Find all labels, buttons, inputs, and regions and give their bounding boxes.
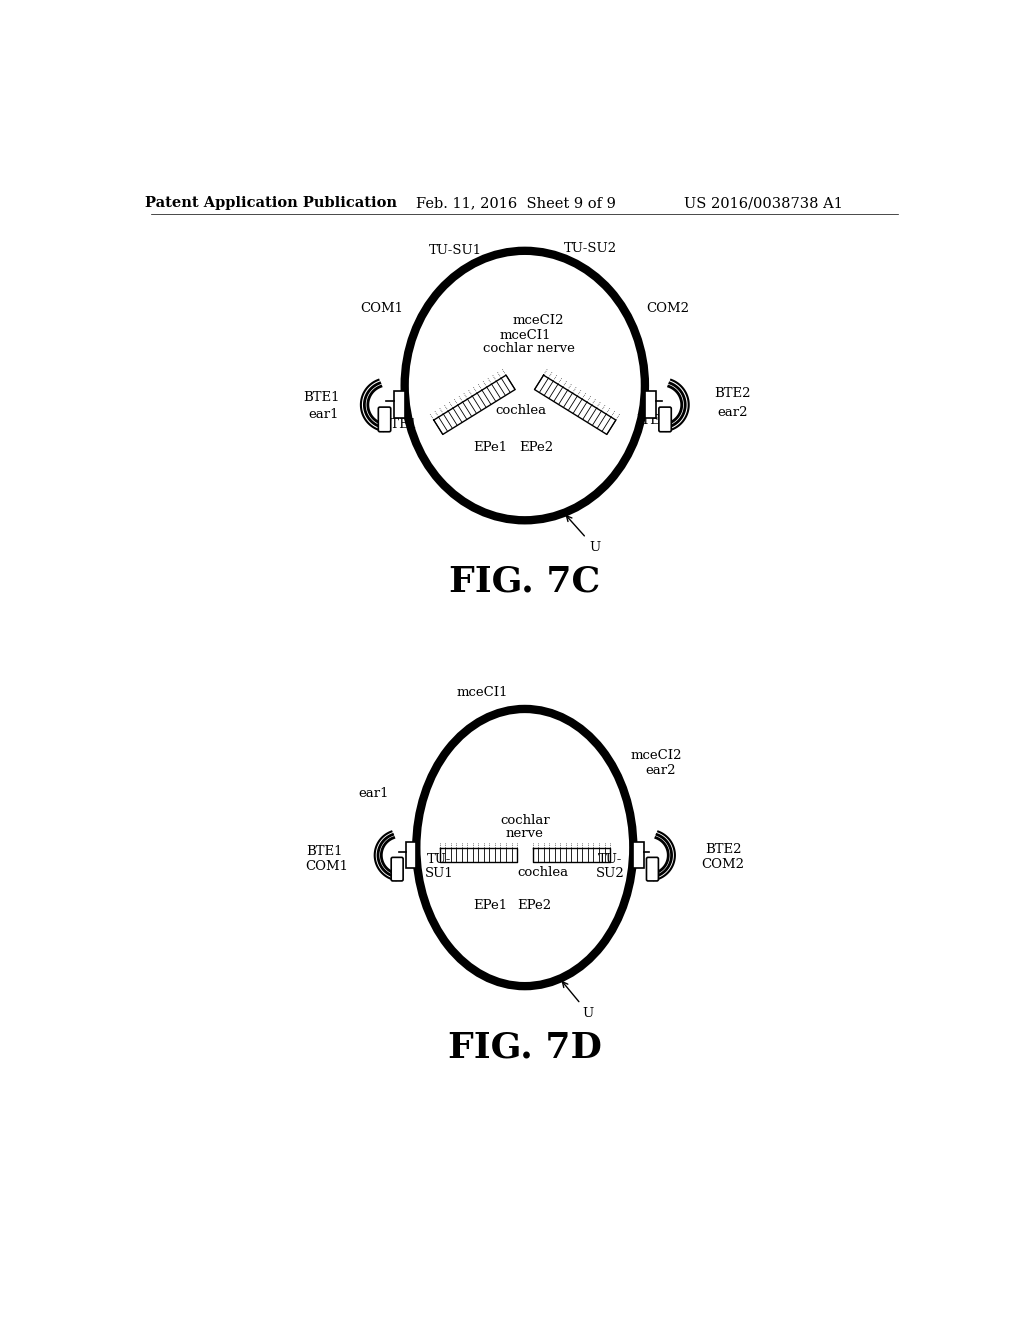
Text: U: U — [566, 516, 600, 554]
Text: cochlea: cochlea — [496, 404, 547, 417]
FancyBboxPatch shape — [633, 842, 644, 869]
Text: TU-SU1: TU-SU1 — [428, 244, 481, 257]
Text: EPe2: EPe2 — [519, 441, 554, 454]
Text: mceCI2: mceCI2 — [513, 314, 564, 326]
FancyBboxPatch shape — [646, 858, 658, 880]
Text: Feb. 11, 2016  Sheet 9 of 9: Feb. 11, 2016 Sheet 9 of 9 — [416, 197, 615, 210]
FancyBboxPatch shape — [394, 391, 404, 418]
Text: cochlea: cochlea — [517, 866, 568, 879]
Text: ear2: ear2 — [645, 764, 676, 777]
FancyBboxPatch shape — [645, 391, 655, 418]
Text: ear1: ear1 — [358, 787, 389, 800]
Text: mceCI1: mceCI1 — [499, 329, 551, 342]
Text: TU-SU2: TU-SU2 — [564, 242, 617, 255]
Text: TU-
SU1: TU- SU1 — [425, 853, 454, 880]
Text: FIG. 7D: FIG. 7D — [447, 1031, 602, 1065]
Text: nerve: nerve — [506, 828, 544, 841]
Text: cochlar: cochlar — [500, 814, 550, 828]
FancyBboxPatch shape — [391, 858, 403, 880]
Text: COM2: COM2 — [647, 302, 690, 315]
Text: Patent Application Publication: Patent Application Publication — [145, 197, 397, 210]
Text: ear2: ear2 — [717, 407, 748, 418]
Text: COM1: COM1 — [306, 861, 349, 874]
Text: EPe1: EPe1 — [473, 899, 507, 912]
Text: TU-
SU2: TU- SU2 — [596, 853, 625, 880]
FancyBboxPatch shape — [658, 407, 672, 432]
Text: BTE1: BTE1 — [303, 391, 340, 404]
FancyBboxPatch shape — [406, 842, 417, 869]
Text: mceCI2: mceCI2 — [631, 748, 682, 762]
FancyBboxPatch shape — [378, 407, 391, 432]
Text: EPe1: EPe1 — [473, 441, 507, 454]
Text: COM1: COM1 — [359, 302, 402, 315]
Text: BTE2: BTE2 — [715, 387, 751, 400]
Text: ITE1: ITE1 — [385, 417, 417, 430]
Text: BTE1: BTE1 — [306, 845, 343, 858]
Text: cochlar nerve: cochlar nerve — [482, 342, 574, 355]
Text: COM2: COM2 — [701, 858, 744, 871]
Text: mceCI1: mceCI1 — [457, 685, 508, 698]
Text: BTE2: BTE2 — [705, 842, 741, 855]
Text: U: U — [562, 982, 594, 1019]
Text: EPe2: EPe2 — [517, 899, 551, 912]
Text: FIG. 7C: FIG. 7C — [450, 565, 600, 599]
Text: ear1: ear1 — [308, 408, 339, 421]
Text: US 2016/0038738 A1: US 2016/0038738 A1 — [684, 197, 843, 210]
Text: ITE2: ITE2 — [637, 413, 669, 426]
